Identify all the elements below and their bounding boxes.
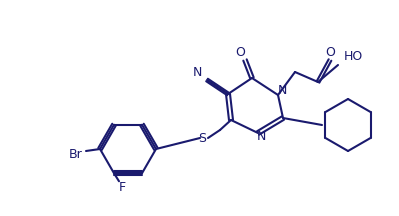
- Text: Br: Br: [69, 148, 83, 160]
- Text: O: O: [325, 46, 335, 59]
- Text: N: N: [256, 130, 266, 143]
- Text: S: S: [198, 132, 206, 145]
- Text: O: O: [235, 46, 245, 59]
- Text: F: F: [119, 181, 126, 194]
- Text: HO: HO: [344, 51, 363, 64]
- Text: N: N: [277, 84, 287, 97]
- Text: N: N: [192, 65, 201, 78]
